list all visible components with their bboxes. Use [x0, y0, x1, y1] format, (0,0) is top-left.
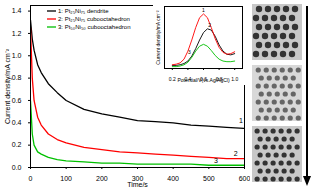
svg-text:2: 2 [208, 22, 211, 28]
svg-text:300: 300 [131, 175, 144, 183]
svg-text:3: 3 [214, 157, 218, 164]
svg-text:0.2: 0.2 [12, 141, 22, 148]
svg-text:0.6: 0.6 [12, 97, 22, 104]
svg-text:0.0: 0.0 [12, 164, 22, 171]
svg-text:0.2: 0.2 [169, 76, 176, 82]
svg-text:100: 100 [60, 175, 72, 182]
svg-text:3: 3 [188, 49, 191, 55]
svg-text:1.0: 1.0 [12, 52, 22, 59]
svg-text:600: 600 [239, 175, 250, 182]
svg-text:0.4: 0.4 [12, 119, 22, 126]
svg-text:Potential/V(vs.Ag/AgCl): Potential/V(vs.Ag/AgCl) [177, 77, 230, 83]
svg-text:Current density/mA cm⁻²: Current density/mA cm⁻² [4, 48, 12, 124]
svg-text:400: 400 [167, 175, 179, 182]
html-text:3: Pt₅₀Ni₅₀ cubooctahedron: 3: Pt₅₀Ni₅₀ cubooctahedron [58, 24, 131, 30]
svg-text:0: 0 [29, 175, 33, 182]
svg-text:1.2: 1.2 [12, 30, 22, 37]
svg-text:500: 500 [203, 175, 215, 182]
svg-text:2: 2 [234, 150, 238, 157]
svg-text:200: 200 [96, 175, 108, 182]
html-text:1: Pt₂₅Ni₇₅ dendrite: 1: Pt₂₅Ni₇₅ dendrite [58, 8, 109, 14]
svg-text:1.0: 1.0 [231, 76, 238, 82]
svg-text:1: 1 [239, 117, 243, 124]
svg-text:1.4: 1.4 [12, 7, 22, 14]
html-text:2: Pt₂₅Ni₇₅ cubooctahedron: 2: Pt₂₅Ni₇₅ cubooctahedron [58, 16, 130, 22]
svg-text:0.8: 0.8 [12, 74, 22, 81]
svg-text:Current density/mA cm⁻²: Current density/mA cm⁻² [155, 10, 161, 65]
svg-text:Time/s: Time/s [127, 181, 148, 188]
svg-text:1: 1 [202, 7, 205, 13]
